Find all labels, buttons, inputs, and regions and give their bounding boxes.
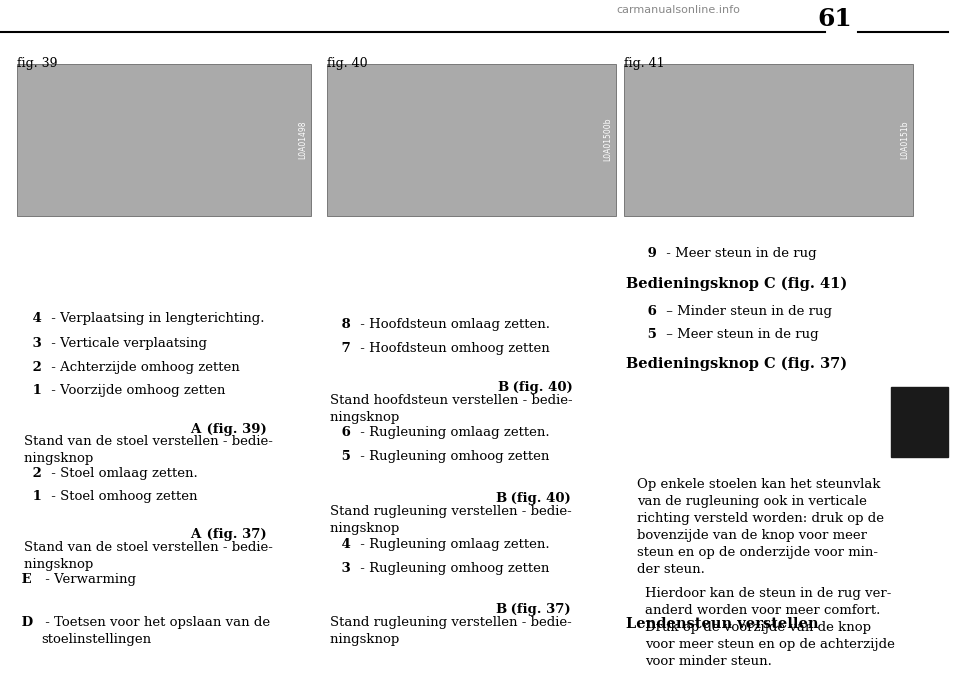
- Text: 2: 2: [29, 467, 42, 480]
- Text: - Hoofdsteun omhoog zetten: - Hoofdsteun omhoog zetten: [355, 342, 549, 355]
- Text: - Verplaatsing in lengterichting.: - Verplaatsing in lengterichting.: [47, 313, 265, 326]
- Text: carmanualsonline.info: carmanualsonline.info: [616, 5, 740, 14]
- Text: Hierdoor kan de steun in de rug ver-
anderd worden voor meer comfort.
Druk op de: Hierdoor kan de steun in de rug ver- and…: [645, 588, 895, 668]
- Text: Lendensteun verstellen: Lendensteun verstellen: [626, 617, 818, 632]
- Bar: [327, 64, 616, 216]
- Text: - Verwarming: - Verwarming: [40, 573, 135, 586]
- Text: - Stoel omhoog zetten: - Stoel omhoog zetten: [47, 490, 198, 503]
- Text: (fig. 39): (fig. 39): [202, 423, 267, 436]
- Bar: [624, 64, 913, 216]
- Text: 4: 4: [29, 313, 42, 326]
- Text: Stand hoofdsteun verstellen - bedie-
ningsknop: Stand hoofdsteun verstellen - bedie- nin…: [330, 394, 572, 424]
- Text: (fig. 37): (fig. 37): [202, 529, 267, 542]
- Text: 9: 9: [643, 247, 657, 260]
- Text: A: A: [191, 423, 201, 436]
- Text: A: A: [191, 529, 201, 542]
- Text: 6: 6: [337, 426, 350, 439]
- Bar: [891, 387, 948, 457]
- Text: 2: 2: [29, 361, 42, 374]
- Text: Stand rugleuning verstellen - bedie-
ningsknop: Stand rugleuning verstellen - bedie- nin…: [330, 505, 572, 535]
- Text: Bedieningsknop C (fig. 37): Bedieningsknop C (fig. 37): [626, 357, 847, 371]
- Text: 61: 61: [817, 7, 852, 31]
- Text: 5: 5: [337, 450, 350, 463]
- Text: 1: 1: [29, 490, 42, 503]
- Text: fig. 39: fig. 39: [17, 57, 58, 70]
- Text: L0A01498: L0A01498: [299, 121, 307, 159]
- Text: 4: 4: [337, 538, 350, 551]
- Text: 8: 8: [337, 318, 350, 330]
- Text: 3: 3: [29, 336, 42, 349]
- Text: B: B: [495, 603, 506, 616]
- Text: Stand rugleuning verstellen - bedie-
ningsknop: Stand rugleuning verstellen - bedie- nin…: [330, 616, 572, 646]
- Text: - Rugleuning omhoog zetten: - Rugleuning omhoog zetten: [355, 450, 549, 463]
- Text: - Voorzijde omhoog zetten: - Voorzijde omhoog zetten: [47, 385, 226, 397]
- Text: - Verticale verplaatsing: - Verticale verplaatsing: [47, 336, 207, 349]
- Text: 1: 1: [29, 385, 42, 397]
- Text: - Rugleuning omhoog zetten: - Rugleuning omhoog zetten: [355, 562, 549, 575]
- Text: - Toetsen voor het opslaan van de
stoelinstellingen: - Toetsen voor het opslaan van de stoeli…: [40, 616, 270, 646]
- Text: - Rugleuning omlaag zetten.: - Rugleuning omlaag zetten.: [355, 538, 549, 551]
- Text: – Minder steun in de rug: – Minder steun in de rug: [661, 305, 832, 318]
- Text: fig. 41: fig. 41: [624, 57, 664, 70]
- Text: 3: 3: [337, 562, 350, 575]
- Text: (fig. 40): (fig. 40): [506, 492, 571, 505]
- Text: L0A01500b: L0A01500b: [604, 118, 612, 162]
- Text: Bedieningsknop C (fig. 41): Bedieningsknop C (fig. 41): [626, 276, 847, 290]
- Text: B: B: [497, 381, 508, 394]
- Text: Stand van de stoel verstellen - bedie-
ningsknop: Stand van de stoel verstellen - bedie- n…: [24, 541, 273, 571]
- Text: - Stoel omlaag zetten.: - Stoel omlaag zetten.: [47, 467, 198, 480]
- Text: (fig. 37): (fig. 37): [506, 603, 571, 616]
- Text: L0A0151b: L0A0151b: [900, 121, 909, 159]
- Text: (fig. 40): (fig. 40): [508, 381, 573, 394]
- Text: B: B: [495, 492, 506, 505]
- Text: fig. 40: fig. 40: [327, 57, 368, 70]
- Text: E: E: [17, 573, 32, 586]
- Text: 7: 7: [337, 342, 350, 355]
- Text: 5: 5: [643, 328, 657, 341]
- Text: - Hoofdsteun omlaag zetten.: - Hoofdsteun omlaag zetten.: [355, 318, 549, 330]
- Text: - Rugleuning omlaag zetten.: - Rugleuning omlaag zetten.: [355, 426, 549, 439]
- Bar: [17, 64, 311, 216]
- Text: - Meer steun in de rug: - Meer steun in de rug: [661, 247, 816, 260]
- Text: - Achterzijde omhoog zetten: - Achterzijde omhoog zetten: [47, 361, 240, 374]
- Text: 6: 6: [643, 305, 657, 318]
- Text: Op enkele stoelen kan het steunvlak
van de rugleuning ook in verticale
richting : Op enkele stoelen kan het steunvlak van …: [637, 477, 884, 575]
- Text: – Meer steun in de rug: – Meer steun in de rug: [661, 328, 819, 341]
- Text: Stand van de stoel verstellen - bedie-
ningsknop: Stand van de stoel verstellen - bedie- n…: [24, 435, 273, 465]
- Text: D: D: [17, 616, 34, 629]
